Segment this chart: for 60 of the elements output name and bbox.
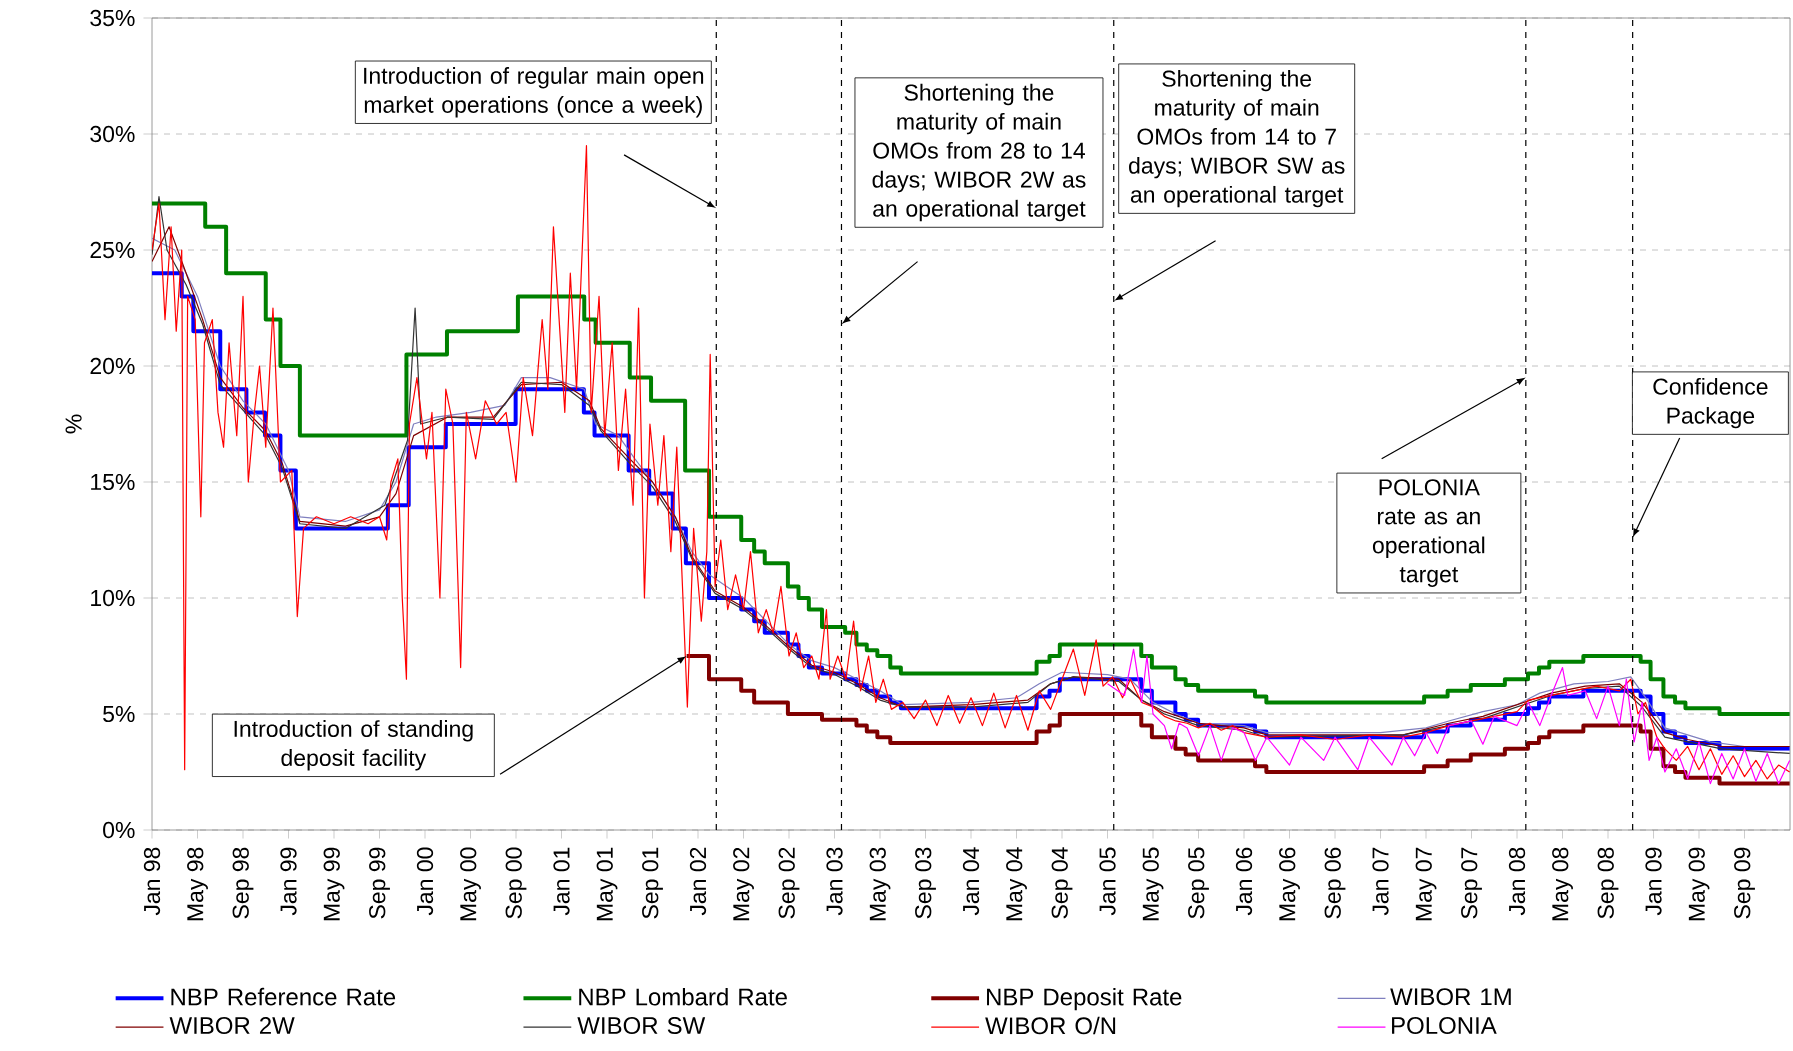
annotation: Introduction of standing deposit facility [234,720,473,771]
x-tick-label: Sep 01 [642,847,663,919]
x-tick-label: Jan 04 [962,847,980,916]
x-tick-label: Jan 00 [416,847,434,916]
x-tick-label: May 04 [1006,847,1027,921]
x-tick-label: Sep 00 [505,847,527,919]
y-tick-label: 10% [91,589,135,607]
x-tick-label: May 05 [1142,847,1164,921]
x-tick-label: Sep 08 [1597,847,1619,919]
x-tick-label: Jan 01 [553,847,570,916]
ref-line-label: Introduction of regular main open market operations (once a week) [364,67,704,118]
x-tick-label: Jan 06 [1235,847,1253,916]
y-tick-label: 0% [103,821,135,839]
x-tick-label: Jan 03 [826,847,843,916]
x-tick-label: May 09 [1688,847,1710,921]
legend-label: POLONIA [1392,1017,1497,1034]
y-tick-label: 35% [90,9,135,27]
x-tick-label: Jan 98 [143,847,161,916]
ref-line-label: POLONIA rate as an operational target [1372,479,1485,587]
x-tick-label: Sep 07 [1461,847,1482,919]
legend-label: WIBOR SW [577,1017,706,1034]
legend-label: WIBOR O/N [985,1016,1116,1035]
x-tick-label: May 08 [1552,847,1573,921]
y-tick-label: 25% [90,241,135,259]
x-tick-label: Jan 09 [1645,847,1662,916]
x-tick-label: May 99 [323,847,345,921]
x-tick-label: May 02 [733,847,754,921]
ref-line-label: Confidence Package [1653,377,1768,429]
x-tick-label: May 07 [1415,847,1437,921]
y-tick-label: 30% [90,125,135,143]
legend-label: NBP Deposit Rate [987,987,1182,1011]
x-tick-label: Sep 98 [232,847,254,919]
x-tick-label: Jan 05 [1099,847,1116,916]
ref-line-label: Shortening the maturity of main OMOs from 14 to 7 days; WIBOR SW as an operational target [1129,69,1345,208]
x-tick-label: May 00 [460,847,481,921]
y-axis-title: % [65,414,82,434]
legend-label: WIBOR 1M [1390,988,1511,1006]
y-tick-label: 20% [90,357,135,375]
x-tick-label: Sep 09 [1734,847,1755,919]
x-tick-label: May 98 [187,847,208,921]
legend-label: NBP Reference Rate [171,987,396,1006]
y-tick-label: 15% [91,473,135,491]
x-tick-label: May 03 [869,847,891,921]
x-tick-label: Sep 06 [1324,847,1346,919]
x-tick-label: Jan 02 [689,847,707,916]
x-tick-label: Jan 08 [1508,847,1526,916]
x-tick-label: Jan 99 [280,847,297,916]
x-tick-label: Sep 03 [915,847,936,919]
legend-label: WIBOR 2W [169,1017,295,1034]
x-tick-label: Sep 02 [778,847,800,919]
y-tick-label: 5% [103,705,135,723]
x-tick-label: Sep 05 [1188,847,1209,919]
x-tick-label: Sep 04 [1051,847,1073,919]
x-tick-label: May 01 [596,847,618,921]
legend-label: NBP Lombard Rate [579,987,787,1006]
x-tick-label: Sep 99 [369,847,390,919]
ref-line-label: Shortening the maturity of main OMOs from 28 to 14 days; WIBOR 2W as an operational target [872,83,1086,222]
x-tick-label: May 06 [1279,847,1300,921]
x-tick-label: Jan 07 [1372,847,1389,916]
line-series [1106,648,1791,785]
